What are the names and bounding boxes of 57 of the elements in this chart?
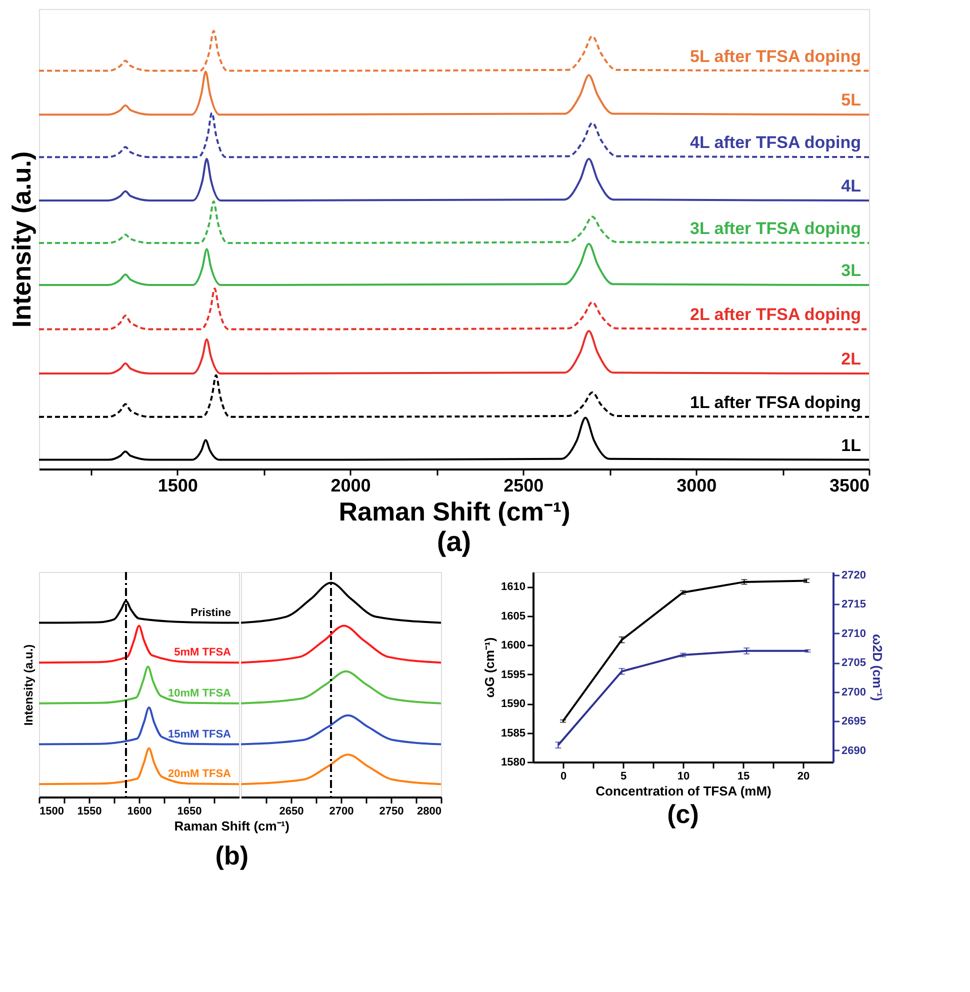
x-tick-label: 3000	[676, 476, 717, 496]
y2-axis-title: ω2D (cm⁻¹)	[870, 634, 885, 701]
x-tick-label: 2700	[329, 806, 354, 818]
text: (b)	[215, 840, 248, 870]
x-tick-label: 2000	[330, 476, 371, 496]
x-axis-title: Concentration of TFSA (mM)	[596, 784, 772, 798]
y2-tick-label: 2710	[842, 628, 866, 640]
x-tick-label: 20	[797, 770, 810, 782]
x-tick-label: 3500	[829, 476, 870, 496]
y-tick-label: 1605	[501, 610, 526, 622]
x-tick-label: 0	[560, 770, 567, 782]
x-axis-title: Raman Shift (cm⁻¹)	[174, 818, 290, 834]
y2-tick-label: 2705	[842, 657, 866, 670]
series-label: 5mM TFSA	[174, 646, 232, 659]
series-label: 2L	[841, 349, 861, 368]
y-axis-title: Intensity (a.u.)	[22, 644, 36, 726]
y2-tick-label: 2715	[842, 598, 866, 611]
x-tick-label: 1650	[177, 806, 202, 818]
series-label: 3L	[841, 261, 861, 280]
y2-tick-label: 2690	[842, 744, 866, 757]
x-tick-label: 1550	[77, 806, 102, 818]
y-axis-title: ωG (cm⁻¹)	[482, 637, 498, 698]
series-label: 4L	[841, 176, 861, 196]
y-tick-label: 1595	[501, 668, 526, 681]
series-label: 15mM TFSA	[168, 728, 232, 740]
y-tick-label: 1600	[501, 640, 526, 652]
y-tick-label: 1610	[501, 581, 526, 594]
x-tick-label: 15	[737, 770, 750, 782]
x-axis-title: Raman Shift (cm⁻¹)	[338, 496, 570, 526]
y2-tick-label: 2720	[842, 569, 866, 582]
series-label: 2L after TFSA doping	[690, 305, 861, 324]
series-label: 3L after TFSA doping	[690, 218, 861, 238]
series-label: 1L	[841, 436, 861, 455]
x-tick-label: 10	[677, 770, 690, 782]
y2-tick-label: 2700	[842, 686, 866, 698]
y-tick-label: 1585	[501, 727, 526, 740]
x-tick-label: 2500	[504, 476, 544, 496]
y-tick-label: 1580	[501, 756, 526, 768]
series-label: 5L after TFSA doping	[690, 46, 861, 66]
y2-tick-label: 2695	[842, 716, 866, 728]
x-tick-label: 5	[620, 770, 627, 782]
y-tick-label: 1590	[501, 698, 526, 710]
x-tick-label: 2650	[279, 806, 304, 818]
series-label: Pristine	[190, 606, 231, 619]
series-label: 4L after TFSA doping	[690, 133, 861, 152]
x-tick-label: 1500	[40, 806, 64, 818]
series-label: 5L	[841, 90, 861, 110]
y-axis-title: Intensity (a.u.)	[6, 151, 36, 328]
series-label: 1L after TFSA doping	[690, 392, 861, 412]
series-label: 10mM TFSA	[168, 687, 232, 700]
text: (c)	[667, 799, 699, 829]
x-tick-label: 2800	[417, 806, 442, 818]
series-label: 20mM TFSA	[168, 768, 232, 780]
x-tick-label: 1500	[158, 476, 198, 496]
x-tick-label: 1600	[127, 806, 152, 818]
text: (a)	[436, 526, 472, 557]
x-tick-label: 2750	[379, 806, 404, 818]
